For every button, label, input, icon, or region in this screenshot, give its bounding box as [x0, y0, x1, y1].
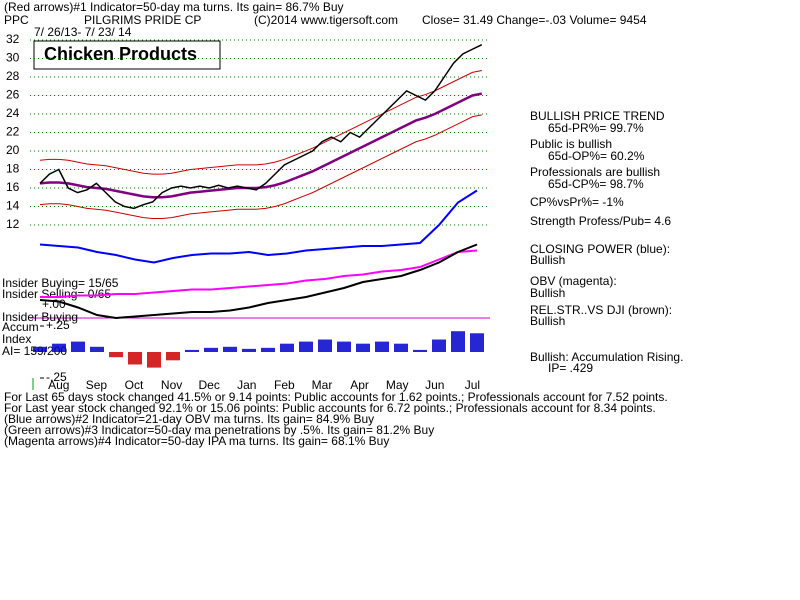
- bar: [128, 352, 142, 365]
- y-tick-label: 16: [6, 180, 20, 194]
- panel-label: Index: [2, 332, 31, 346]
- panel-label: Accum: [2, 320, 39, 334]
- bar: [375, 341, 389, 352]
- y-tick-label: 28: [6, 69, 20, 83]
- x-tick-label: Mar: [312, 378, 333, 392]
- x-tick-label: Jan: [237, 378, 256, 392]
- x-tick-label: Nov: [161, 378, 182, 392]
- y-tick-label: 24: [6, 106, 20, 120]
- copyright: (C)2014 www.tigersoft.com: [254, 13, 398, 27]
- signal-text: Public is bullish: [530, 137, 612, 151]
- bar: [242, 348, 256, 352]
- bar: [223, 346, 237, 352]
- date-range: 7/ 26/13- 7/ 23/ 14: [34, 25, 132, 39]
- group-box: [33, 40, 221, 70]
- ticker: PPC: [4, 13, 29, 27]
- signal-text: 65d-CP%= 98.7%: [548, 177, 644, 191]
- bar: [451, 331, 465, 352]
- footer-line: (Magenta arrows)#4 Indicator=50-day IPA …: [4, 434, 389, 448]
- x-tick-label: May: [386, 378, 409, 392]
- signal-text: Professionals are bullish: [530, 165, 660, 179]
- bar: [52, 343, 66, 352]
- panel-label: Insider Buying: [2, 310, 78, 324]
- bar: [394, 343, 408, 352]
- signal-text: BULLISH PRICE TREND: [530, 109, 665, 123]
- bar: [166, 352, 180, 361]
- x-tick-label: Feb: [274, 378, 295, 392]
- footer-line: For Last 65 days stock changed 41.5% or …: [4, 390, 668, 404]
- panel-label: Insider Buying= 15/65: [2, 276, 119, 290]
- x-tick-label: Oct: [125, 378, 144, 392]
- footer-line: For Last year stock changed 92.1% or 15.…: [4, 401, 656, 415]
- signal-text: 65d-OP%= 60.2%: [548, 149, 645, 163]
- quote: Close= 31.49 Change=-.03 Volume= 9454: [422, 13, 647, 27]
- y-tick-label: +.25: [46, 318, 70, 332]
- x-tick-label: Jun: [425, 378, 444, 392]
- x-tick-label: Apr: [350, 378, 369, 392]
- bar: [204, 347, 218, 352]
- group-name: Chicken Products: [44, 44, 197, 64]
- series-line: [39, 114, 482, 220]
- bar: [147, 352, 161, 368]
- bar: [413, 349, 427, 352]
- y-tick-label: 30: [6, 51, 20, 65]
- x-tick-label: Sep: [86, 378, 108, 392]
- series-line: [39, 70, 482, 175]
- signal-text: Bullish: Accumulation Rising.: [530, 350, 683, 364]
- bar: [185, 349, 199, 352]
- y-tick-label: 14: [6, 199, 20, 213]
- signal-text: IP= .429: [548, 361, 593, 375]
- x-tick-label: Aug: [48, 378, 69, 392]
- series-line: [40, 249, 478, 298]
- bar: [470, 333, 484, 352]
- series-line: [39, 243, 478, 320]
- y-tick-label: 22: [6, 125, 20, 139]
- bar: [318, 339, 332, 352]
- x-tick-label: Jul: [465, 378, 480, 392]
- series-line: [39, 189, 478, 264]
- signal-text: OBV (magenta):: [530, 274, 617, 288]
- footer-line: (Green arrows)#3 Indicator=50-day ma pen…: [4, 423, 434, 437]
- signal-text: Bullish: [530, 286, 565, 300]
- y-tick-label: 12: [6, 217, 20, 231]
- y-tick-label: 32: [6, 32, 20, 46]
- y-tick-label: 26: [6, 88, 20, 102]
- signal-text: Bullish: [530, 314, 565, 328]
- signal-text: 65d-PR%= 99.7%: [548, 121, 644, 135]
- y-tick-label: 20: [6, 143, 20, 157]
- signal-text: CP%vsPr%= -1%: [530, 195, 624, 209]
- indicator-line: (Red arrows)#1 Indicator=50-day ma turns…: [4, 0, 344, 14]
- signal-text: Strength Profess/Pub= 4.6: [530, 214, 671, 228]
- bar: [356, 343, 370, 352]
- signal-text: REL.STR..VS DJI (brown):: [530, 303, 672, 317]
- bar: [337, 341, 351, 352]
- y-tick-label: -.25: [46, 370, 67, 384]
- panel-label: +.00: [42, 297, 66, 311]
- x-tick-label: Dec: [199, 378, 220, 392]
- bar: [109, 352, 123, 358]
- bar: [90, 346, 104, 352]
- company: PILGRIMS PRIDE CP: [84, 13, 201, 27]
- series-line: [39, 92, 483, 199]
- signal-text: Bullish: [530, 253, 565, 267]
- series-line: [39, 44, 483, 210]
- bar: [280, 343, 294, 352]
- bar: [71, 341, 85, 352]
- y-tick-label: 18: [6, 162, 20, 176]
- bar: [33, 346, 47, 352]
- bar: [261, 347, 275, 352]
- bar: [432, 339, 446, 352]
- footer-line: (Blue arrows)#2 Indicator=21-day OBV ma …: [4, 412, 374, 426]
- signal-text: CLOSING POWER (blue):: [530, 242, 670, 256]
- bar: [299, 341, 313, 352]
- panel-label: Insider Selling= 0/65: [2, 287, 111, 301]
